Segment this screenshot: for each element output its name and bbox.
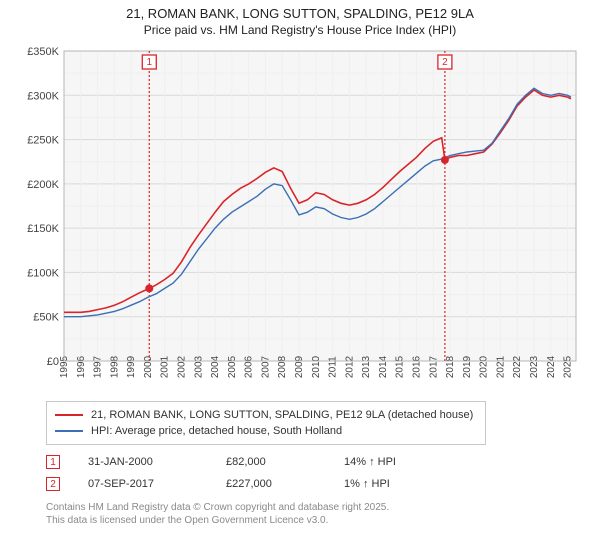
sale-price: £227,000 [226, 478, 316, 490]
sale-row: 2 07-SEP-2017 £227,000 1% ↑ HPI [46, 473, 590, 495]
svg-text:£300K: £300K [27, 90, 59, 102]
svg-text:2000: 2000 [143, 355, 154, 378]
svg-text:2019: 2019 [462, 355, 473, 378]
legend-row: 21, ROMAN BANK, LONG SUTTON, SPALDING, P… [55, 407, 477, 423]
svg-text:£50K: £50K [33, 312, 59, 324]
svg-text:2018: 2018 [445, 355, 456, 378]
svg-text:£250K: £250K [27, 135, 59, 147]
svg-text:2020: 2020 [479, 355, 490, 378]
sale-vs-hpi: 1% ↑ HPI [344, 478, 390, 490]
legend-label: 21, ROMAN BANK, LONG SUTTON, SPALDING, P… [91, 409, 473, 421]
svg-text:£350K: £350K [27, 46, 59, 58]
svg-text:£200K: £200K [27, 179, 59, 191]
svg-text:1998: 1998 [109, 355, 120, 378]
svg-text:£150K: £150K [27, 223, 59, 235]
sale-marker-icon: 1 [46, 455, 60, 469]
svg-text:1997: 1997 [93, 355, 104, 378]
sale-date: 07-SEP-2017 [88, 478, 198, 490]
svg-text:1996: 1996 [76, 355, 87, 378]
svg-text:1: 1 [146, 57, 152, 68]
svg-text:2014: 2014 [378, 355, 389, 378]
svg-text:2013: 2013 [361, 355, 372, 378]
svg-text:£0: £0 [47, 356, 59, 368]
sale-marker-icon: 2 [46, 477, 60, 491]
chart-svg: £0£50K£100K£150K£200K£250K£300K£350K1995… [20, 45, 580, 395]
svg-text:2005: 2005 [227, 355, 238, 378]
svg-text:2015: 2015 [395, 355, 406, 378]
footer-line-1: Contains HM Land Registry data © Crown c… [46, 502, 389, 513]
svg-text:2011: 2011 [328, 356, 339, 378]
svg-text:2010: 2010 [311, 355, 322, 378]
legend-row: HPI: Average price, detached house, Sout… [55, 423, 477, 439]
svg-text:2017: 2017 [428, 355, 439, 378]
chart-legend: 21, ROMAN BANK, LONG SUTTON, SPALDING, P… [46, 401, 486, 445]
svg-text:2024: 2024 [546, 355, 557, 378]
svg-text:1999: 1999 [126, 355, 137, 378]
svg-text:2021: 2021 [495, 355, 506, 378]
svg-text:2025: 2025 [563, 355, 574, 378]
svg-text:2: 2 [442, 57, 448, 68]
svg-text:£100K: £100K [27, 267, 59, 279]
sales-table: 1 31-JAN-2000 £82,000 14% ↑ HPI 2 07-SEP-2017… [46, 451, 590, 495]
svg-text:2008: 2008 [277, 355, 288, 378]
svg-text:2006: 2006 [244, 355, 255, 378]
price-chart: £0£50K£100K£150K£200K£250K£300K£350K1995… [20, 45, 580, 395]
legend-label: HPI: Average price, detached house, Sout… [91, 425, 342, 437]
svg-text:2003: 2003 [193, 355, 204, 378]
footer-line-2: This data is licensed under the Open Gov… [46, 515, 328, 526]
footer-note: Contains HM Land Registry data © Crown c… [46, 501, 566, 527]
svg-text:2023: 2023 [529, 355, 540, 378]
svg-text:2016: 2016 [412, 355, 423, 378]
svg-text:2009: 2009 [294, 355, 305, 378]
sale-row: 1 31-JAN-2000 £82,000 14% ↑ HPI [46, 451, 590, 473]
title-sub: Price paid vs. HM Land Registry's House … [10, 23, 590, 37]
chart-titles: 21, ROMAN BANK, LONG SUTTON, SPALDING, P… [10, 6, 590, 37]
svg-text:2004: 2004 [210, 355, 221, 378]
svg-text:2012: 2012 [344, 355, 355, 378]
legend-swatch [55, 430, 83, 432]
svg-text:2022: 2022 [512, 355, 523, 378]
svg-text:2007: 2007 [260, 355, 271, 378]
sale-vs-hpi: 14% ↑ HPI [344, 456, 396, 468]
svg-text:2002: 2002 [177, 355, 188, 378]
legend-swatch [55, 414, 83, 416]
svg-text:2001: 2001 [160, 355, 171, 378]
sale-date: 31-JAN-2000 [88, 456, 198, 468]
sale-price: £82,000 [226, 456, 316, 468]
title-main: 21, ROMAN BANK, LONG SUTTON, SPALDING, P… [10, 6, 590, 21]
